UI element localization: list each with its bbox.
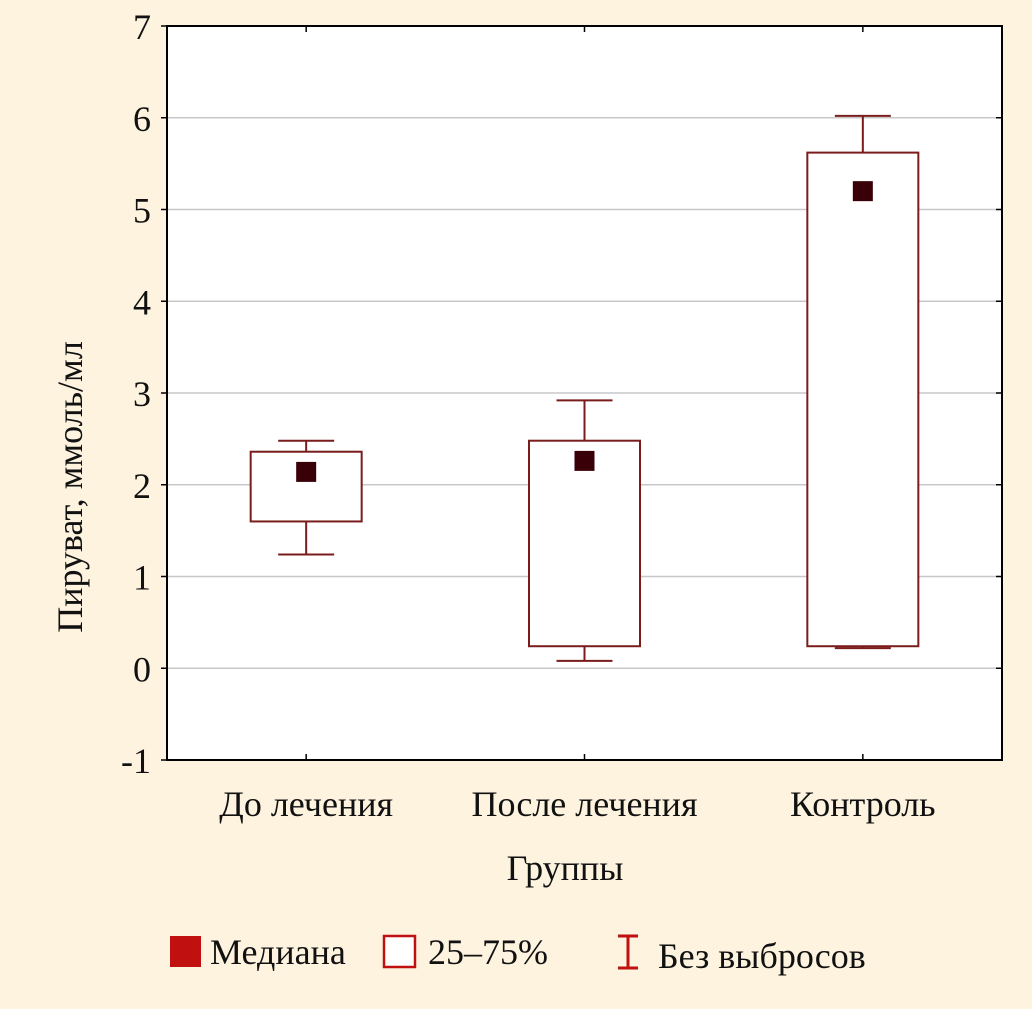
legend-iqr-swatch — [382, 934, 417, 969]
legend-median-swatch — [170, 936, 201, 967]
median-marker — [296, 461, 317, 482]
y-tick-label: 4 — [133, 282, 151, 322]
legend: Медиана 25–75% Без выбросов — [170, 932, 866, 976]
box-group: Контроль — [790, 26, 936, 824]
y-tick-label: 1 — [133, 558, 151, 598]
y-tick-label: 0 — [133, 649, 151, 689]
x-tick-label: Контроль — [790, 784, 936, 824]
y-tick-label: 3 — [133, 374, 151, 414]
legend-whisker-symbol — [618, 934, 638, 970]
x-axis-title: Группы — [507, 848, 624, 888]
legend-median-label: Медиана — [210, 932, 346, 972]
y-tick-label: 2 — [133, 466, 151, 506]
box-group: После лечения — [471, 26, 698, 824]
median-marker — [852, 181, 873, 202]
y-tick-label: 6 — [133, 99, 151, 139]
iqr-box — [528, 439, 641, 648]
y-tick-label: -1 — [121, 741, 151, 781]
legend-iqr-label: 25–75% — [428, 932, 548, 972]
x-tick-label: До лечения — [219, 784, 393, 824]
y-tick-label: 5 — [133, 191, 151, 231]
median-marker — [574, 450, 595, 471]
y-axis-title: Пируват, ммоль/мл — [50, 341, 90, 633]
y-tick-label: 7 — [133, 7, 151, 47]
x-tick-label: После лечения — [471, 784, 697, 824]
box-group: До лечения — [219, 26, 393, 824]
iqr-box — [806, 151, 920, 648]
legend-whisker-label: Без выбросов — [658, 936, 866, 976]
plot-layer: -1 0 1 2 3 4 5 6 7 До лечения После лечения Контрол… — [121, 7, 1003, 824]
